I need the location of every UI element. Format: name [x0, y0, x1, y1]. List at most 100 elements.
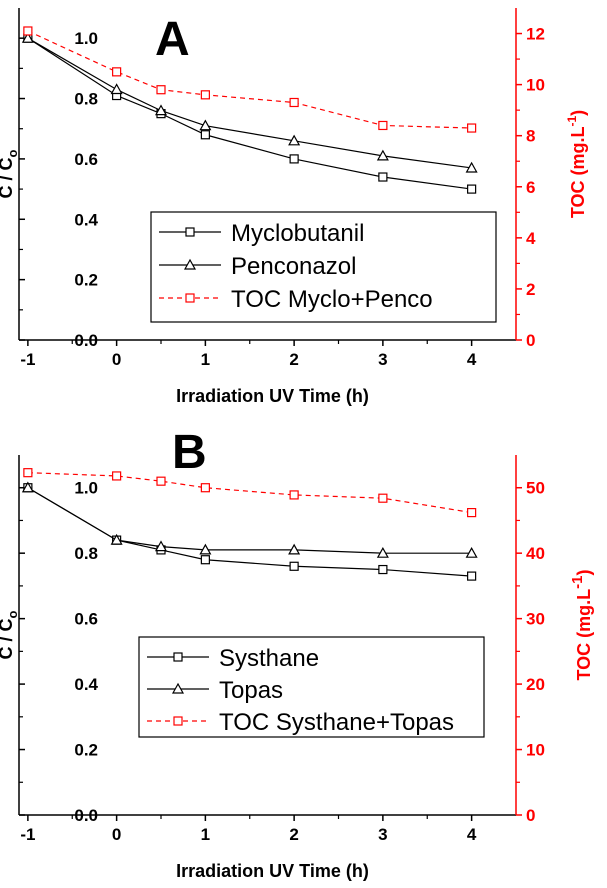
- y2-tick-label: 6: [526, 178, 535, 197]
- data-point: [467, 184, 477, 194]
- legend-marker: [183, 258, 197, 270]
- y-tick-label: 0.8: [74, 544, 98, 563]
- data-point: [376, 546, 389, 558]
- y-tick-label: 0.6: [74, 610, 98, 629]
- y-axis-title: C / Co: [0, 149, 20, 198]
- x-tick-label: 4: [467, 825, 477, 844]
- data-point: [110, 83, 123, 95]
- y2-axis-title-sup: -1: [565, 116, 579, 127]
- legend-entry: Systhane: [219, 645, 319, 672]
- data-point: [110, 533, 123, 545]
- data-point: [21, 31, 34, 43]
- legend-marker: [173, 652, 183, 662]
- x-tick-label: 2: [289, 350, 298, 369]
- data-point: [200, 555, 210, 565]
- data-point: [465, 546, 478, 558]
- legend-box: [138, 636, 485, 738]
- y2-tick-label: 0: [526, 806, 535, 825]
- y2-tick-label: 40: [526, 544, 545, 563]
- y-axis-title-sub: o: [5, 610, 20, 618]
- y-axis-title: C / Co: [0, 610, 20, 659]
- y2-tick-label: 4: [526, 229, 536, 248]
- data-point: [200, 90, 210, 100]
- series-toc-systhane-topas: [23, 468, 477, 518]
- x-tick-label: 0: [112, 350, 121, 369]
- y2-axis-title-end: ): [568, 110, 588, 116]
- y2-axis-title-main: TOC (mg.L: [568, 127, 588, 219]
- x-tick-label: -1: [20, 350, 35, 369]
- series-penconazol: [21, 31, 478, 173]
- data-point: [154, 104, 168, 116]
- series-toc-myclo-penco: [23, 26, 477, 133]
- data-point: [289, 490, 299, 500]
- y-tick-label: 1.0: [74, 29, 98, 48]
- legend-marker: [185, 227, 195, 237]
- data-point: [288, 543, 301, 555]
- y-tick-label: 0.4: [74, 210, 98, 229]
- series-systhane: [23, 483, 477, 581]
- y2-tick-label: 30: [526, 610, 545, 629]
- y2-tick-label: 2: [526, 280, 535, 299]
- legend-entry: Myclobutanil: [231, 220, 364, 247]
- y-tick-label: 0.6: [74, 150, 98, 169]
- y-tick-label: 0.8: [74, 90, 98, 109]
- data-point: [289, 97, 299, 108]
- y2-axis-title-main: TOC (mg.L: [574, 589, 594, 681]
- data-point: [289, 561, 299, 571]
- y-tick-label: 0.4: [74, 675, 98, 694]
- legend: Systhane Topas TOC Systhane+Topas: [138, 636, 485, 738]
- data-point: [200, 483, 210, 493]
- x-tick-label: 4: [467, 350, 477, 369]
- data-point: [467, 508, 477, 518]
- panel-label: A: [155, 13, 190, 66]
- data-point: [378, 493, 388, 503]
- data-point: [156, 476, 166, 486]
- data-point: [112, 471, 122, 481]
- x-tick-label: 2: [289, 825, 298, 844]
- y-tick-label: 0.2: [74, 741, 98, 760]
- x-axis-title: Irradiation UV Time (h): [176, 861, 369, 881]
- y2-axis-title-end: ): [574, 569, 594, 575]
- y-axis-title-sub: o: [5, 149, 20, 157]
- y2-tick-label: 0: [526, 331, 535, 350]
- y2-tick-label: 20: [526, 675, 545, 694]
- chart-panel-b: -1 0 1 2 3 4 0.0 0.2 0.4 0.6 0.8 1.0 0 10 20 30 40 50 Irra…: [0, 426, 594, 881]
- data-point: [289, 154, 299, 164]
- y2-axis-title-sup: -1: [569, 575, 586, 588]
- x-tick-label: 1: [201, 825, 210, 844]
- y-tick-label: 0.0: [74, 331, 98, 350]
- legend-marker: [171, 682, 185, 694]
- data-point: [199, 543, 212, 555]
- x-tick-label: 3: [378, 350, 387, 369]
- data-point: [467, 571, 477, 581]
- legend-entry: Penconazol: [231, 253, 356, 280]
- series-topas: [21, 481, 478, 558]
- data-point: [23, 26, 33, 36]
- x-tick-label: 3: [378, 825, 387, 844]
- y2-axis-title: TOC (mg.L-1): [565, 110, 588, 218]
- legend-entry: TOC Systhane+Topas: [219, 709, 454, 736]
- data-point: [200, 130, 210, 140]
- data-point: [199, 119, 212, 131]
- data-point: [376, 149, 389, 161]
- data-point: [21, 481, 34, 493]
- data-point: [378, 120, 388, 131]
- data-point: [156, 85, 166, 95]
- legend-entry: TOC Myclo+Penco: [231, 286, 433, 313]
- legend-entry: Topas: [219, 677, 283, 704]
- y-tick-label: 1.0: [74, 479, 98, 498]
- x-axis-title: Irradiation UV Time (h): [176, 386, 369, 406]
- data-point: [112, 67, 122, 77]
- legend-box: [150, 211, 497, 323]
- y2-tick-label: 10: [526, 741, 545, 760]
- data-point: [467, 123, 477, 133]
- chart-panel-a: -1 0 1 2 3 40.00.20.40.60.81.0024681012Irradi…: [0, 8, 588, 406]
- data-point: [378, 564, 388, 575]
- x-tick-label: 1: [201, 350, 210, 369]
- legend-marker: [173, 716, 183, 726]
- panel-label: B: [172, 426, 207, 479]
- legend: Myclobutanil Penconazol TOC Myclo+Penco: [150, 211, 497, 323]
- y2-tick-label: 12: [526, 25, 545, 44]
- y2-tick-label: 10: [526, 76, 545, 95]
